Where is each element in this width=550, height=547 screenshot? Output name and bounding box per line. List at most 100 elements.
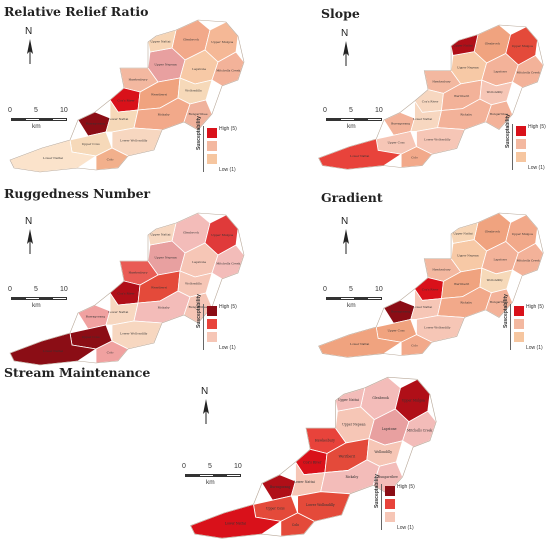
subbasin-label: Bungarribee — [490, 300, 509, 304]
subbasin-label: Lower Nattai — [108, 310, 128, 314]
scale-tick-0: 0 — [8, 286, 12, 293]
legend-axis-label: Susceptability — [196, 116, 202, 150]
subbasin-label: Glenbrook — [485, 42, 500, 46]
susceptibility-legend: Susceptability High (5) Low (1) — [503, 294, 549, 352]
subbasin-label: Lapstone — [192, 260, 206, 264]
subbasin-label: Lapstone — [494, 70, 508, 74]
susceptibility-legend: Susceptability High (5) Low (1) — [196, 294, 242, 352]
legend-high-label: High (5) — [528, 124, 546, 130]
subbasin-label: Wollondilly — [487, 90, 504, 94]
scale-tick-5: 5 — [208, 463, 212, 470]
scale-bar: 0 5 10 km — [8, 107, 70, 133]
legend-low-label: Low (1) — [526, 345, 543, 351]
legend-swatch-high — [514, 306, 524, 316]
legend-swatch-high — [207, 306, 217, 316]
subbasin-label: Burragorang — [270, 485, 291, 489]
subbasin-label: Upper Mulgoa — [512, 232, 533, 236]
subbasin-label: Rickaby — [346, 475, 359, 479]
subbasin-label: Upper Nepean — [154, 63, 176, 67]
panel-title: Stream Maintenance — [4, 365, 151, 380]
subbasin-label: Lower Nattai — [413, 117, 432, 121]
subbasin-map: Glenbrook Upper Mulgoa Upper Nepean Lapston… — [9, 19, 245, 173]
subbasin-label: Upper Nattai — [150, 233, 170, 237]
susceptibility-legend: Susceptability High (5) Low (1) — [374, 474, 420, 532]
north-label: N — [341, 216, 349, 227]
subbasin-label: Colo — [107, 158, 114, 162]
subbasin-label: Lower Nattai — [43, 156, 63, 160]
basin-outline — [9, 212, 245, 366]
subbasin-label: Glenbrook — [485, 230, 500, 234]
subbasin-label: Upper Mulgoa — [402, 399, 425, 403]
subbasin-map: Glenbrook Upper Mulgoa Upper Nepean Lapston… — [318, 24, 544, 170]
subbasin-label: Cox's River — [422, 99, 439, 103]
subbasin-label: Cox's River — [303, 460, 322, 464]
subbasin-label: Bungarribee — [188, 305, 207, 309]
scale-tick-0: 0 — [323, 286, 327, 293]
subbasin-label: Wollondilly — [487, 278, 504, 282]
subbasin-label: Werriberri — [151, 93, 167, 97]
susceptibility-legend: Susceptability High (5) Low (1) — [505, 114, 550, 172]
legend-swatch-low — [514, 332, 524, 342]
subbasin-label: Mitchells Creek — [517, 259, 540, 263]
subbasin-label: Rickaby — [460, 113, 472, 117]
map-panel-gradient: Gradient N 0 5 10 km Glenbrook Upper Mulg… — [275, 182, 550, 362]
legend-swatch-low — [207, 154, 217, 164]
scale-unit: km — [32, 302, 41, 309]
legend-swatch-high — [385, 486, 395, 496]
subbasin-label: Upper Nepean — [154, 256, 176, 260]
north-arrow-icon: N — [338, 28, 354, 68]
subbasin-label: Glenbrook — [372, 396, 389, 400]
north-arrow-icon: N — [338, 216, 354, 256]
legend-axis-label: Susceptability — [196, 294, 202, 328]
legend-high-label: High (5) — [397, 484, 415, 490]
legend-low-label: Low (1) — [397, 525, 414, 531]
subbasin-label: Glenbrook — [183, 38, 199, 42]
north-arrow-icon: N — [198, 386, 214, 426]
subbasin-label: Burragorang — [86, 122, 106, 126]
subbasin-label: Mitchells Creek — [216, 261, 240, 265]
subbasin-label: Bungarribee — [378, 475, 398, 479]
subbasin-label: Upper Nepean — [342, 423, 365, 427]
subbasin-label: Werriberri — [454, 282, 469, 286]
subbasin-label: Lapstone — [382, 427, 397, 431]
subbasin-label: Upper Nepean — [457, 65, 479, 69]
subbasin-label: Colo — [107, 351, 114, 355]
subbasin-label: Mitchells Creek — [517, 71, 540, 75]
subbasin-label: Lower Nattai — [413, 305, 432, 309]
legend-swatch-low — [385, 512, 395, 522]
subbasin-label: Upper Coxs — [266, 507, 285, 511]
subbasin-label: Wollondilly — [185, 89, 202, 93]
map-panel-relative-relief-ratio: Relative Relief Ratio N 0 5 10 km Glenbr… — [0, 0, 275, 182]
subbasin-label: Upper Nattai — [453, 231, 472, 235]
map-panel-ruggedness-number: Ruggedness Number N 0 5 10 km Glenbrook U… — [0, 182, 275, 366]
panel-title: Gradient — [321, 190, 383, 205]
basin-outline — [9, 19, 245, 173]
subbasin-label: Upper Mulgoa — [211, 40, 233, 44]
scale-tick-10: 10 — [375, 286, 383, 293]
scale-bar: 0 5 10 km — [182, 463, 244, 489]
subbasin-label: Hawkesbury — [315, 438, 335, 442]
subbasin-label: Wollondilly — [185, 282, 202, 286]
legend-swatch-low — [207, 332, 217, 342]
legend-swatch-mid — [514, 319, 524, 329]
scale-tick-10: 10 — [60, 107, 68, 114]
subbasin-label: Hawkesbury — [432, 80, 451, 84]
subbasin-label: Lower Wollondilly — [306, 503, 335, 507]
north-label: N — [25, 26, 33, 37]
scale-tick-0: 0 — [182, 463, 186, 470]
subbasin-label: Lower Nattai — [108, 117, 128, 121]
subbasin-label: Upper Nattai — [338, 398, 359, 402]
subbasin-label: Upper Mulgoa — [211, 233, 233, 237]
legend-swatch-low — [516, 152, 526, 162]
scale-bar: 0 5 10 km — [8, 286, 70, 312]
susceptibility-legend: Susceptability High (5) Low (1) — [196, 116, 242, 174]
north-arrow-icon: N — [22, 26, 38, 66]
subbasin-label: Lower Nattai — [43, 349, 63, 353]
subbasin-label: Werriberri — [151, 286, 167, 290]
subbasin-label: Cox's River — [117, 98, 135, 102]
subbasin-label: Lower Wollondilly — [120, 332, 148, 336]
subbasin-label: Upper Coxs — [388, 329, 406, 333]
legend-high-label: High (5) — [219, 126, 237, 132]
legend-high-label: High (5) — [526, 304, 544, 310]
legend-low-label: Low (1) — [219, 167, 236, 173]
